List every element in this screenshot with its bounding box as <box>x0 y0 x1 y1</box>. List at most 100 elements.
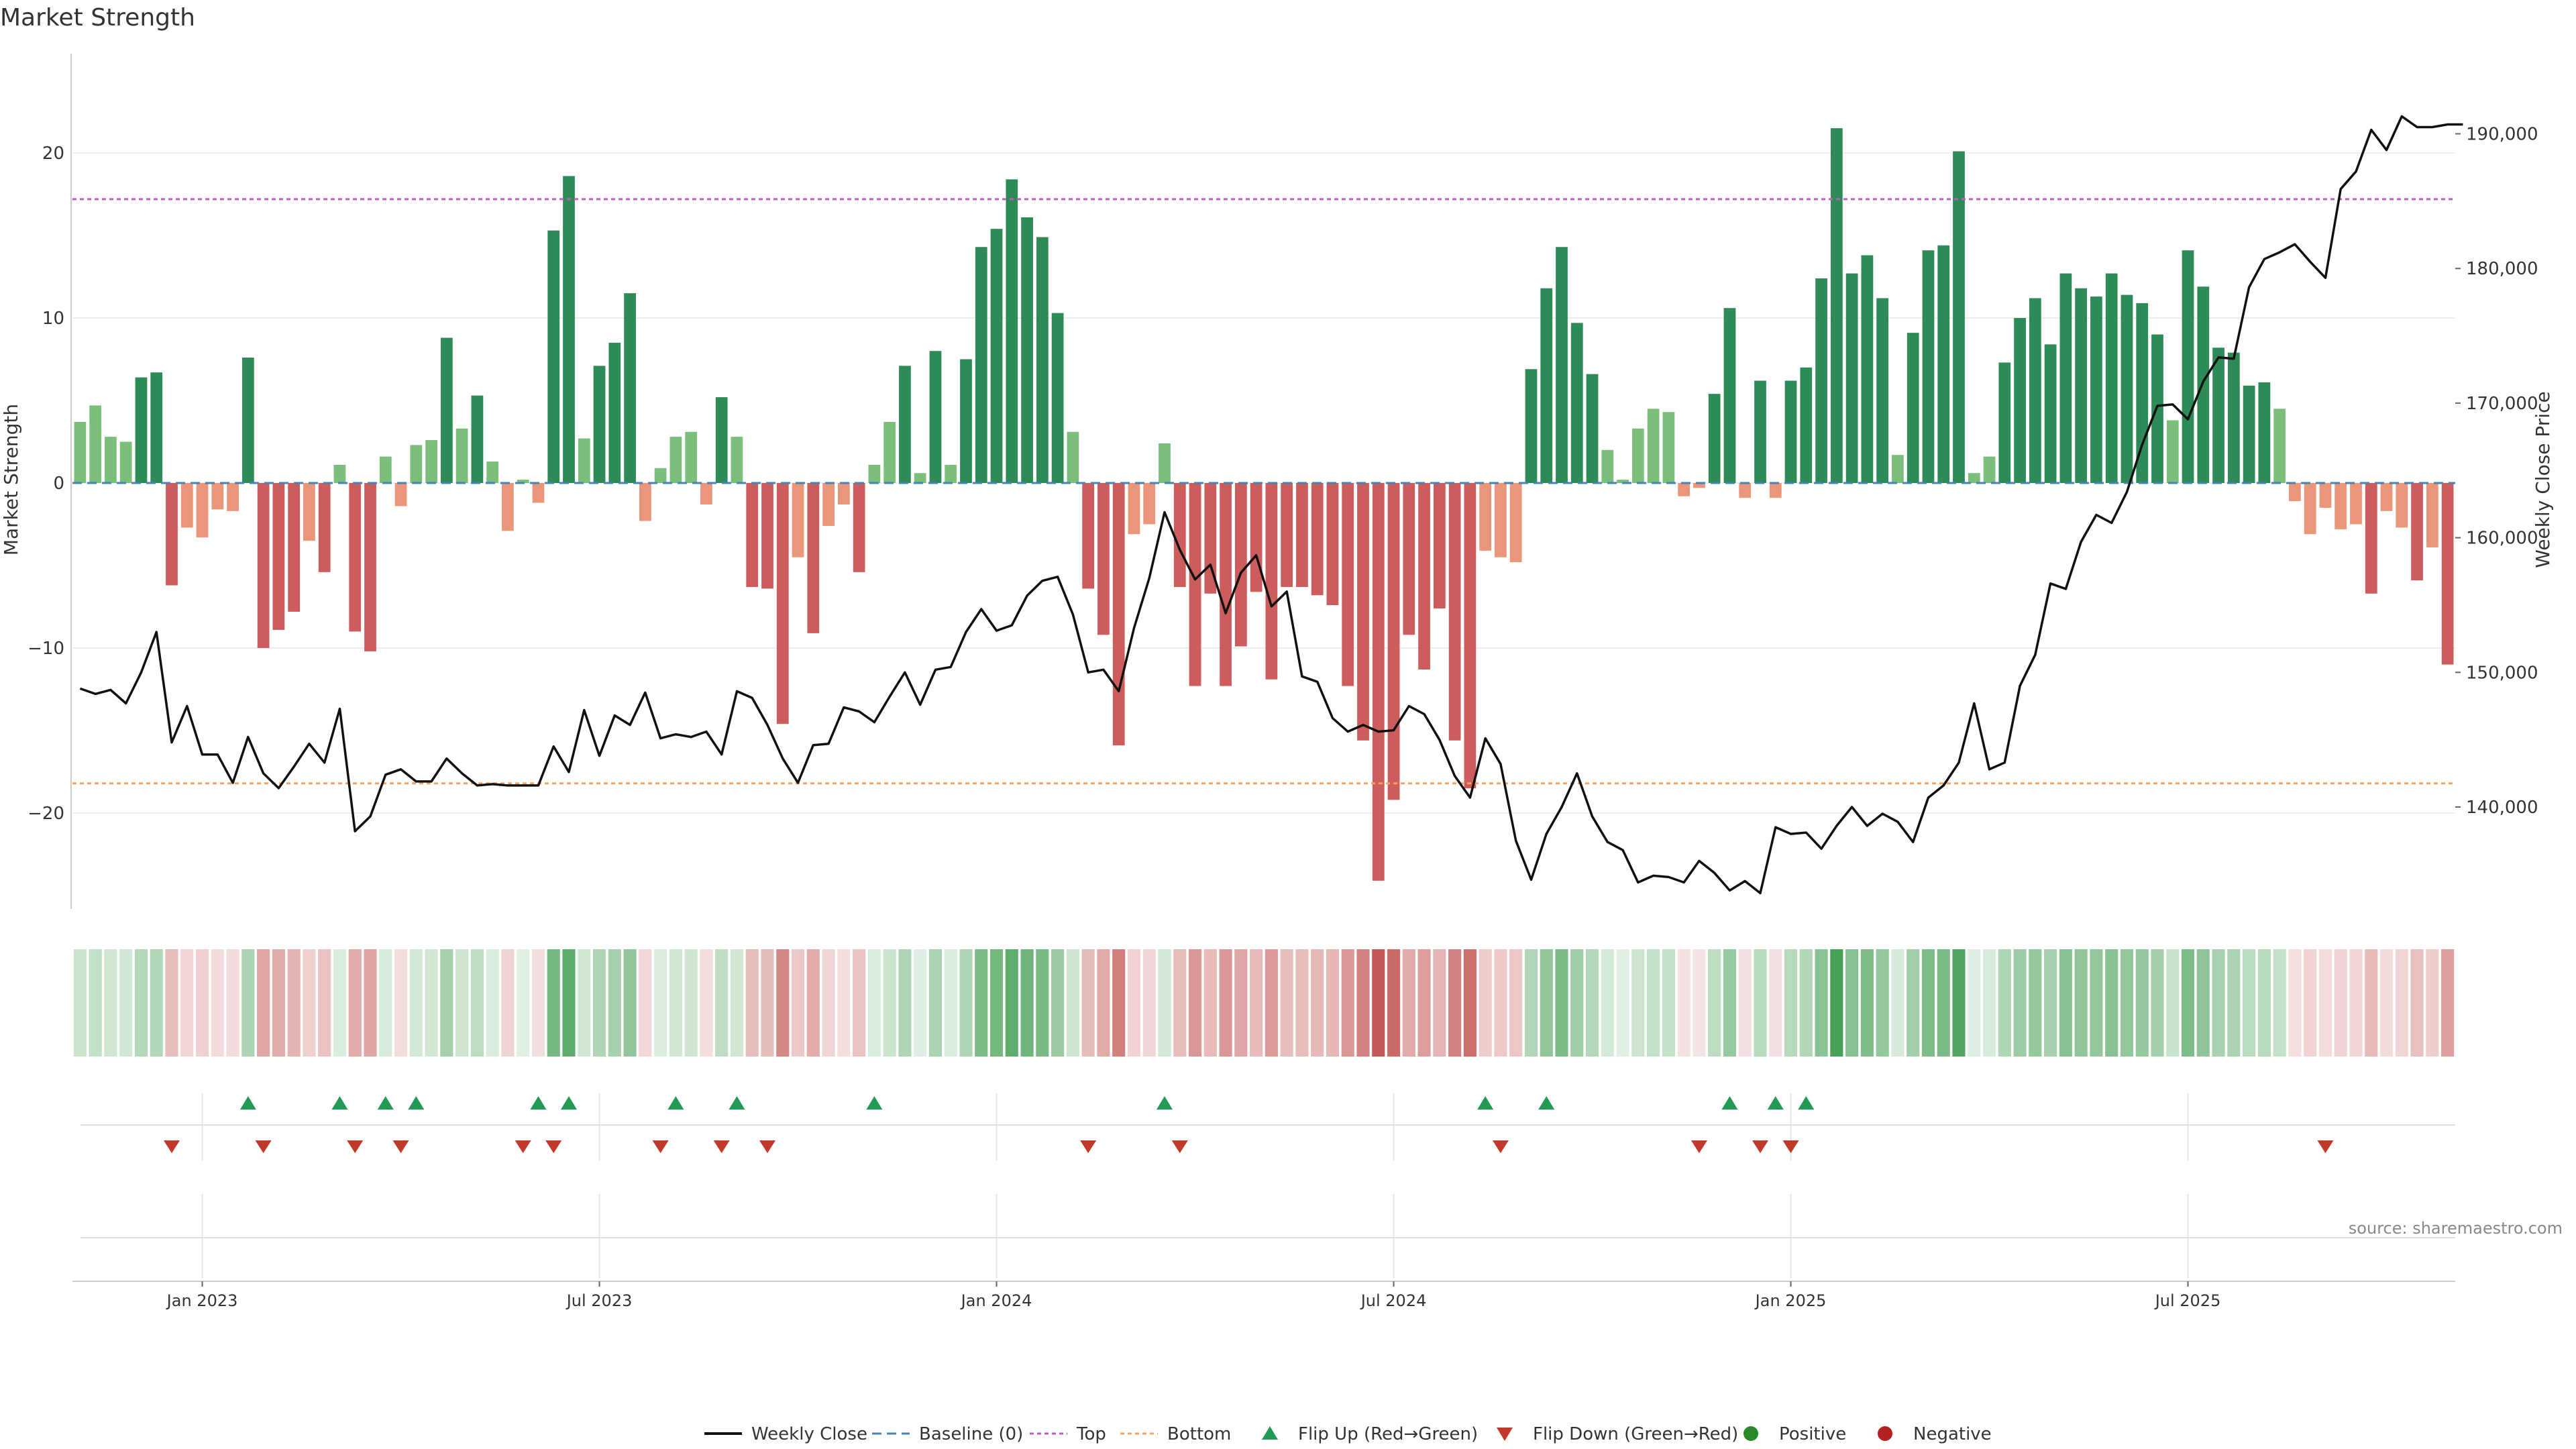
heatmap-cell <box>2273 949 2286 1057</box>
legend-item-bottom: Bottom <box>1120 1424 1231 1444</box>
strength-bar <box>119 441 132 483</box>
legend-label: Baseline (0) <box>919 1424 1023 1444</box>
strength-bar <box>654 468 667 483</box>
strength-bar <box>333 464 346 483</box>
strength-bar <box>1570 323 1583 483</box>
heatmap-cell <box>1982 949 1996 1057</box>
heatmap-cell <box>2151 949 2164 1057</box>
strength-bar <box>2044 344 2057 483</box>
legend-label: Bottom <box>1167 1424 1231 1444</box>
strength-bar <box>853 483 865 572</box>
flip-down-marker <box>164 1140 180 1153</box>
strength-bar <box>2029 298 2041 483</box>
reference-lines <box>72 198 2455 785</box>
heatmap-cell <box>684 949 698 1057</box>
legend-label: Positive <box>1779 1424 1846 1444</box>
strength-bar <box>1815 278 1827 483</box>
heatmap-cell <box>1020 949 1034 1057</box>
flip-up-marker <box>408 1096 425 1110</box>
heatmap-cell <box>455 949 469 1057</box>
strength-bar <box>180 483 193 528</box>
strength-bar <box>394 483 407 506</box>
heatmap-cell <box>1433 949 1446 1057</box>
legend-item-baseline: Baseline (0) <box>872 1424 1023 1444</box>
flip-down-marker <box>515 1140 531 1153</box>
y-axis-label-left: Market Strength <box>0 404 22 555</box>
strength-bar <box>1464 483 1477 789</box>
heatmap-cell <box>287 949 301 1057</box>
heatmap-cell <box>1417 949 1431 1057</box>
legend-label: Weekly Close <box>751 1424 867 1444</box>
heatmap-cell <box>1158 949 1171 1057</box>
heatmap-cell <box>944 949 957 1057</box>
strength-bar <box>868 464 881 483</box>
heatmap-cell <box>226 949 239 1057</box>
heatmap-cell <box>791 949 805 1057</box>
heatmap-cell <box>2410 949 2424 1057</box>
strength-bar <box>1311 483 1324 596</box>
strength-bar <box>1647 409 1660 483</box>
heatmap-cell <box>1356 949 1370 1057</box>
flip-down-marker <box>347 1140 364 1153</box>
heatmap-cell <box>2196 949 2210 1057</box>
heatmap-cell <box>2426 949 2439 1057</box>
heatmap-cell <box>1937 949 1950 1057</box>
strength-bar <box>669 437 682 483</box>
strength-bar <box>1265 483 1278 680</box>
legend-swatch <box>1743 1426 1758 1441</box>
heatmap-cell <box>1952 949 1966 1057</box>
heatmap-cell <box>1693 949 1706 1057</box>
strength-bar <box>1097 483 1110 635</box>
strength-bar <box>1479 483 1492 551</box>
strength-bar <box>608 342 621 483</box>
strength-bar <box>2334 483 2347 529</box>
heatmap-cell <box>1738 949 1752 1057</box>
heatmap-cell <box>1295 949 1309 1057</box>
strength-bar <box>532 483 545 503</box>
heatmap-cell <box>2227 949 2241 1057</box>
strength-bar <box>792 483 804 557</box>
strength-bar <box>2319 483 2332 508</box>
flip-down-marker <box>545 1140 562 1153</box>
heatmap-cell <box>1326 949 1340 1057</box>
strength-bar <box>1631 428 1644 483</box>
strength-bar <box>1250 483 1263 592</box>
strength-bar <box>2243 385 2255 483</box>
heatmap-cell <box>883 949 896 1057</box>
strength-bar <box>303 483 315 541</box>
strength-bar <box>2182 250 2194 483</box>
strength-bar <box>2396 483 2408 528</box>
strength-bar <box>1021 217 1033 483</box>
heatmap-cell <box>501 949 515 1057</box>
strength-bar <box>685 431 698 483</box>
heatmap-cell <box>73 949 87 1057</box>
heatmap-cell <box>150 949 163 1057</box>
heatmap-cell <box>2441 949 2455 1057</box>
heatmap-cell <box>1677 949 1690 1057</box>
heatmap-cell <box>1112 949 1126 1057</box>
heatmap-cell <box>1142 949 1156 1057</box>
strength-bar <box>1922 250 1935 483</box>
strength-bar <box>2212 347 2224 483</box>
strength-bar <box>1509 483 1522 563</box>
heatmap-cell <box>1203 949 1217 1057</box>
strength-bar <box>1800 367 1813 483</box>
heatmap-cell <box>654 949 667 1057</box>
heatmap-cell <box>165 949 178 1057</box>
x-tick-label: Jan 2025 <box>1754 1291 1827 1310</box>
flip-panel <box>80 1093 2455 1161</box>
strength-bar <box>379 456 392 483</box>
heatmap-cell <box>1570 949 1584 1057</box>
strength-bar <box>2411 483 2423 581</box>
strength-bar <box>1662 412 1675 483</box>
y-tick-left: 10 <box>42 309 64 329</box>
strength-bar <box>1387 483 1400 800</box>
heatmap-cell <box>1876 949 1889 1057</box>
flip-down-marker <box>255 1140 272 1153</box>
heatmap-cell <box>1968 949 1981 1057</box>
strength-bar <box>1556 247 1568 483</box>
heatmap-cell <box>776 949 790 1057</box>
gridlines <box>72 152 2455 814</box>
heatmap-cell <box>1494 949 1507 1057</box>
heatmap-cell <box>1280 949 1293 1057</box>
